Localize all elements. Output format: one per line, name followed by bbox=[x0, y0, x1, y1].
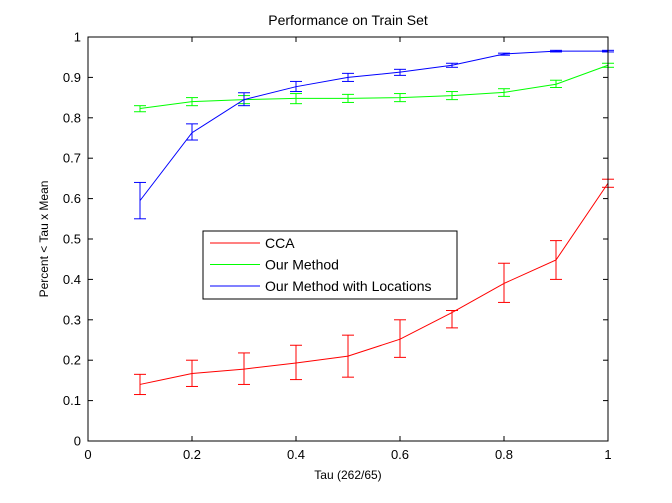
error-bar-1-6 bbox=[446, 91, 458, 101]
series-line-0 bbox=[139, 182, 609, 385]
legend-label-2: Our Method with Locations bbox=[265, 278, 432, 294]
error-bar-1-3 bbox=[290, 93, 302, 105]
error-bar-0-8 bbox=[550, 240, 562, 280]
error-bar-2-2 bbox=[238, 92, 250, 107]
series-2 bbox=[134, 49, 614, 220]
series-line-1 bbox=[139, 64, 609, 110]
legend-label-0: CCA bbox=[265, 235, 295, 251]
error-bar-2-7 bbox=[498, 52, 510, 56]
x-tick-label: 0.4 bbox=[287, 447, 305, 462]
series-1 bbox=[134, 62, 614, 113]
error-bar-1-4 bbox=[342, 93, 354, 103]
y-axis-label: Percent < Tau x Mean bbox=[37, 181, 51, 298]
y-tick-label: 0.3 bbox=[63, 312, 81, 327]
x-tick-label: 0.6 bbox=[391, 447, 409, 462]
chart-title: Performance on Train Set bbox=[268, 12, 428, 28]
error-bar-2-5 bbox=[394, 68, 406, 76]
error-bar-2-8 bbox=[550, 49, 562, 53]
error-bar-2-6 bbox=[446, 62, 458, 68]
series-line-2 bbox=[139, 50, 608, 201]
error-bar-0-7 bbox=[498, 262, 510, 303]
error-bar-1-5 bbox=[394, 93, 406, 103]
y-tick-label: 0 bbox=[74, 434, 81, 449]
error-bar-0-1 bbox=[186, 359, 198, 387]
error-bar-1-1 bbox=[186, 97, 198, 107]
error-bar-2-3 bbox=[290, 80, 302, 93]
error-bar-1-8 bbox=[550, 79, 562, 88]
x-tick-label: 0.8 bbox=[495, 447, 513, 462]
x-tick-label: 0 bbox=[84, 447, 91, 462]
y-tick-label: 0.6 bbox=[63, 191, 81, 206]
x-tick-label: 0.2 bbox=[183, 447, 201, 462]
y-tick-label: 1 bbox=[74, 30, 81, 45]
error-bar-2-0 bbox=[134, 181, 146, 220]
error-bar-1-7 bbox=[498, 88, 510, 97]
y-tick-label: 0.4 bbox=[63, 272, 81, 287]
error-bar-0-2 bbox=[238, 352, 250, 385]
error-bar-1-0 bbox=[134, 105, 146, 113]
error-bar-0-4 bbox=[342, 334, 354, 378]
y-tick-label: 0.9 bbox=[63, 70, 81, 85]
error-bar-2-1 bbox=[186, 123, 198, 141]
x-axis-label: Tau (262/65) bbox=[314, 468, 381, 482]
y-tick-label: 0.5 bbox=[63, 232, 81, 247]
error-bar-0-5 bbox=[394, 319, 406, 358]
error-bar-0-0 bbox=[134, 373, 146, 396]
y-tick-label: 0.8 bbox=[63, 110, 81, 125]
y-tick-label: 0.1 bbox=[63, 393, 81, 408]
legend-label-1: Our Method bbox=[265, 257, 339, 273]
error-bar-0-6 bbox=[446, 310, 458, 329]
x-tick-label: 1 bbox=[604, 447, 611, 462]
y-tick-label: 0.2 bbox=[63, 353, 81, 368]
error-bar-2-4 bbox=[342, 72, 354, 82]
series-0 bbox=[134, 178, 614, 396]
y-tick-label: 0.7 bbox=[63, 151, 81, 166]
error-bar-0-3 bbox=[290, 344, 302, 381]
